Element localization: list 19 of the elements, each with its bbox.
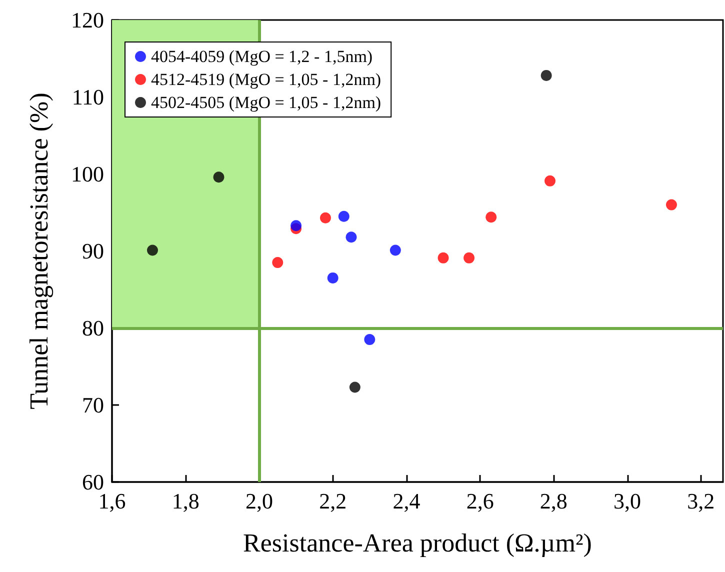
legend-label: 4512-4519 (MgO = 1,05 - 1,2nm) bbox=[151, 70, 382, 89]
legend-label: 4502-4505 (MgO = 1,05 - 1,2nm) bbox=[151, 93, 382, 112]
y-tick-label: 110 bbox=[72, 84, 104, 110]
x-tick-label: 1,8 bbox=[172, 488, 200, 514]
y-tick-label: 70 bbox=[82, 392, 104, 418]
x-tick-label: 2,0 bbox=[245, 488, 273, 514]
y-tick-label: 100 bbox=[71, 162, 104, 186]
legend-label: 4054-4059 (MgO = 1,2 - 1,5nm) bbox=[151, 47, 373, 66]
y-tick-label: 120 bbox=[71, 8, 104, 32]
y-axis-title: Tunnel magnetoresistance (%) bbox=[24, 92, 54, 410]
y-tick-label: 80 bbox=[82, 316, 104, 340]
x-axis-title: Resistance-Area product (Ω.µm²) bbox=[243, 528, 592, 558]
x-tick-label: 2,2 bbox=[319, 488, 347, 514]
x-tick-label: 2,4 bbox=[392, 488, 420, 514]
x-tick-label: 2,8 bbox=[540, 488, 568, 514]
x-tick-label: 2,6 bbox=[466, 488, 494, 514]
x-tick-label: 3,2 bbox=[687, 488, 715, 514]
y-tick-label: 90 bbox=[82, 238, 104, 264]
x-tick-label: 3,0 bbox=[614, 488, 642, 514]
